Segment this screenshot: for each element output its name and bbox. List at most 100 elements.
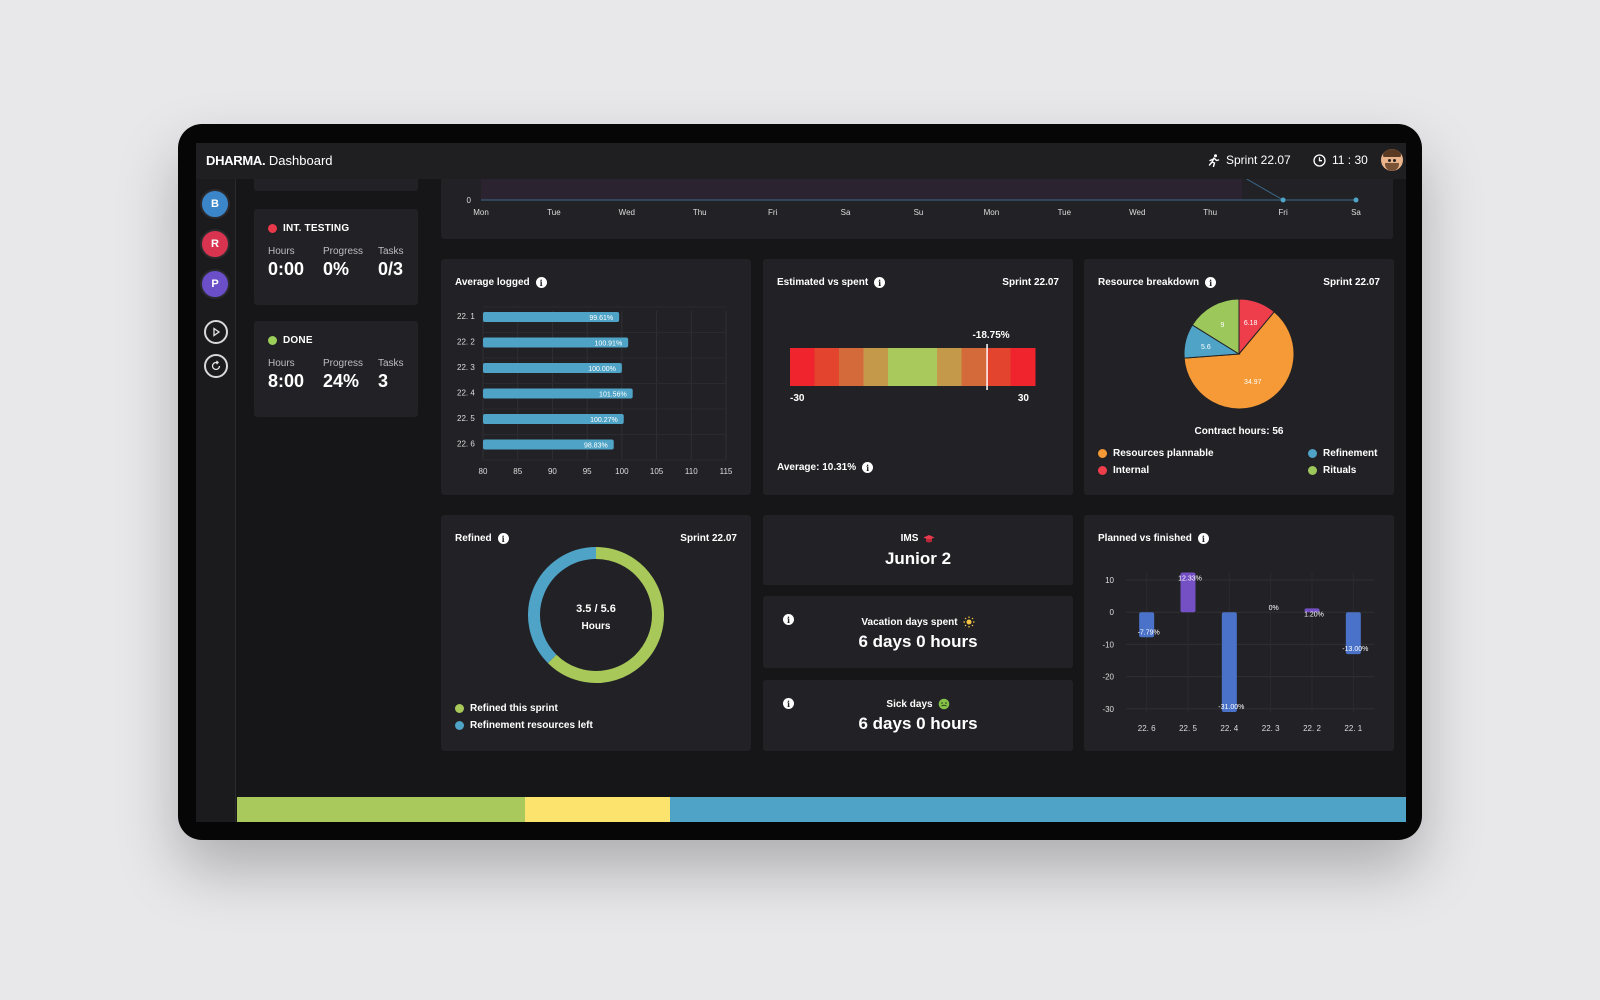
gauge-segment xyxy=(790,348,815,386)
status-title: INT. TESTING xyxy=(268,223,404,234)
bar-data-label: 12.33% xyxy=(1178,576,1202,583)
timeline-day-label: Tue xyxy=(547,208,561,217)
bar-data-label: 0% xyxy=(1269,605,1279,612)
timeline-day-label: Sa xyxy=(1351,208,1361,217)
progress-label: Progress xyxy=(323,358,364,369)
sidebar: B R P xyxy=(196,179,236,822)
sun-icon xyxy=(963,616,975,628)
gauge-min-label: -30 xyxy=(790,393,805,404)
x-tick-label: 95 xyxy=(583,467,592,476)
sprint-progress-bar xyxy=(237,797,1406,822)
play-button[interactable] xyxy=(204,320,228,344)
refined-card: Refined i Sprint 22.07 3.5 / 5.6 Hours R… xyxy=(441,515,751,751)
pie-slice-rituals xyxy=(1191,298,1240,355)
pie-slice-resources-plannable xyxy=(1183,311,1295,410)
ims-label: IMS xyxy=(900,533,919,544)
timeline-day-label: Wed xyxy=(1129,208,1145,217)
refresh-icon xyxy=(211,360,221,371)
pie-slice-label: 6.18 xyxy=(1244,320,1258,327)
bar-data-label: 100.27% xyxy=(590,417,618,424)
progress-label: Progress xyxy=(323,246,364,257)
estimated-vs-spent-card: Estimated vs spent i Sprint 22.07 -18.75… xyxy=(763,259,1073,495)
tasks-value: 0/3 xyxy=(378,259,404,279)
bar-data-label: 99.61% xyxy=(589,315,613,322)
status-card-done[interactable]: DONE Hours 8:00 Progress 24% Tasks 3 xyxy=(254,321,418,417)
info-icon[interactable]: i xyxy=(874,277,886,288)
bar-data-label: 98.83% xyxy=(584,443,608,450)
average-logged-title: Average logged i xyxy=(455,277,547,288)
gauge-segment xyxy=(888,348,913,386)
bar-22.3 xyxy=(483,363,622,373)
gauge-segment xyxy=(937,348,962,386)
donut-center-value: 3.5 / 5.6 xyxy=(576,603,616,615)
team-avatar-p[interactable]: P xyxy=(200,269,230,299)
progress-value: 0% xyxy=(323,259,350,279)
user-avatar[interactable] xyxy=(1381,149,1403,171)
average-logged-chart: 80 85 90 95 100 105 110 115 22. 1 99.61% 22. 2 100.… xyxy=(457,306,733,476)
legend-dot xyxy=(1098,449,1107,458)
resource-pie-chart: 6.18 34.97 5.6 9 xyxy=(1183,298,1295,410)
refresh-button[interactable] xyxy=(204,354,228,378)
status-card-int-testing[interactable]: INT. TESTING Hours 0:00 Progress 0% Tasks 0… xyxy=(254,209,418,305)
legend-rituals: Rituals xyxy=(1308,465,1356,476)
team-avatar-b[interactable]: B xyxy=(200,189,230,219)
gauge-segment xyxy=(1010,348,1036,386)
legend-dot xyxy=(1308,449,1317,458)
info-icon[interactable]: i xyxy=(1205,277,1217,288)
sick-value: 6 days 0 hours xyxy=(858,714,978,733)
ims-value: Junior 2 xyxy=(884,549,952,568)
ims-label-row: IMS xyxy=(763,533,1073,544)
bar-22.1 xyxy=(1345,612,1361,655)
timeline-day-label: Fri xyxy=(768,208,778,217)
timeline-day-label: Wed xyxy=(619,208,635,217)
time-label: 11 : 30 xyxy=(1332,153,1368,167)
timeline-point xyxy=(1353,197,1359,203)
status-dot xyxy=(268,336,277,345)
top-bar: DHARMA. Dashboard Sprint 22.07 11 : 30 xyxy=(196,143,1406,179)
bar-data-label: -31.00% xyxy=(1218,704,1244,711)
x-category-label: 22. 5 xyxy=(1179,724,1197,733)
y-tick-label: 10 xyxy=(1105,576,1114,585)
legend-label: Resources plannable xyxy=(1113,448,1214,459)
x-tick-label: 85 xyxy=(513,467,522,476)
gauge-marker-label: -18.75% xyxy=(972,330,1009,341)
x-category-label: 22. 4 xyxy=(1220,724,1238,733)
vacation-label: Vacation days spent xyxy=(861,616,958,628)
avatar-letter: P xyxy=(211,278,219,290)
timeline-day-label: Mon xyxy=(984,208,1000,217)
y-category-label: 22. 6 xyxy=(457,440,475,449)
bar-22.5 xyxy=(483,414,624,424)
pie-slice-label: 5.6 xyxy=(1201,344,1211,351)
vacation-value: 6 days 0 hours xyxy=(858,632,978,651)
resource-breakdown-card: Resource breakdown i Sprint 22.07 6.18 34… xyxy=(1084,259,1394,495)
status-title-label: DONE xyxy=(283,335,313,346)
info-icon[interactable]: i xyxy=(535,277,547,288)
y-category-label: 22. 2 xyxy=(457,338,475,347)
status-title: DONE xyxy=(268,335,404,346)
x-category-label: 22. 6 xyxy=(1138,724,1156,733)
progress-segment xyxy=(524,797,670,822)
legend-dot xyxy=(1308,466,1317,475)
app-title: DHARMA. Dashboard xyxy=(206,153,333,168)
team-avatar-r[interactable]: R xyxy=(200,229,230,259)
tasks-label: Tasks xyxy=(378,358,404,369)
info-icon[interactable]: i xyxy=(783,614,794,625)
info-icon[interactable]: i xyxy=(1197,533,1209,544)
average-row: Average: 10.31% i xyxy=(777,462,874,473)
sprint-label: Sprint 22.07 xyxy=(1226,153,1291,167)
y-tick-label: -10 xyxy=(1102,640,1114,649)
pie-slice-label: 9 xyxy=(1220,322,1224,329)
info-icon[interactable]: i xyxy=(862,462,874,473)
info-icon[interactable]: i xyxy=(783,698,794,709)
timeline-line xyxy=(1246,178,1284,201)
info-icon[interactable]: i xyxy=(497,533,509,544)
sprint-indicator[interactable]: Sprint 22.07 xyxy=(1208,153,1291,167)
x-category-label: 22. 1 xyxy=(1344,724,1362,733)
status-title-label: INT. TESTING xyxy=(283,223,350,234)
y-category-label: 22. 5 xyxy=(457,414,475,423)
legend-dot xyxy=(1098,466,1107,475)
gauge-segment xyxy=(961,348,987,386)
timeline-day-label: Tue xyxy=(1058,208,1072,217)
bar-22.6 xyxy=(483,439,614,450)
